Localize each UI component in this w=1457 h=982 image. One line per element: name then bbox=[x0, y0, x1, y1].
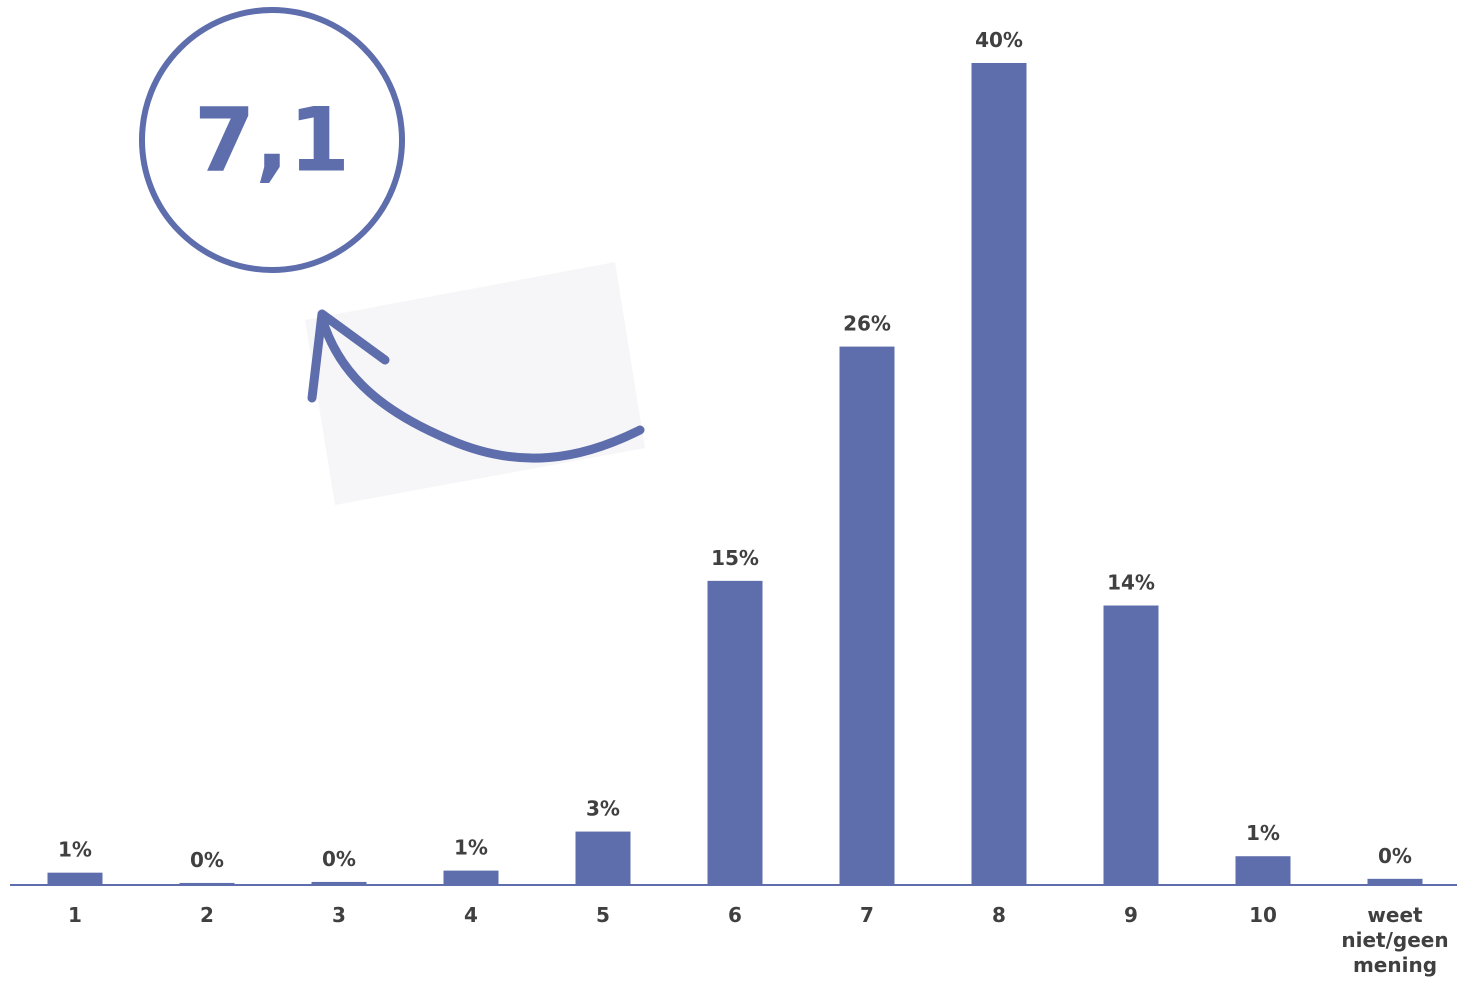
x-tick-label: 2 bbox=[200, 903, 214, 927]
bar bbox=[839, 346, 895, 886]
x-tick-label: weet niet/geen mening bbox=[1341, 903, 1448, 977]
bar bbox=[311, 881, 367, 885]
value-label: 14% bbox=[1107, 571, 1155, 595]
score-annotation: 7,1 bbox=[194, 89, 350, 192]
value-label: 40% bbox=[975, 28, 1023, 52]
bar bbox=[575, 831, 631, 885]
x-tick-label: 5 bbox=[596, 903, 610, 927]
value-label: 1% bbox=[58, 838, 92, 862]
bar bbox=[1103, 605, 1159, 885]
arrow-shaft bbox=[317, 313, 645, 463]
bar bbox=[443, 870, 499, 885]
value-label: 1% bbox=[1246, 821, 1280, 845]
value-label: 3% bbox=[586, 797, 620, 821]
bar bbox=[1235, 856, 1291, 885]
x-tick-label: 1 bbox=[68, 903, 82, 927]
x-tick-label: 10 bbox=[1249, 903, 1277, 927]
bar bbox=[47, 872, 103, 885]
x-tick-label: 6 bbox=[728, 903, 742, 927]
arrow-head bbox=[307, 309, 390, 403]
bar bbox=[707, 580, 763, 885]
value-label: 1% bbox=[454, 836, 488, 860]
value-label: 0% bbox=[190, 848, 224, 872]
x-tick-label: 9 bbox=[1124, 903, 1138, 927]
x-tick-label: 3 bbox=[332, 903, 346, 927]
bar bbox=[179, 882, 235, 885]
arrow-backdrop bbox=[305, 262, 645, 505]
value-label: 0% bbox=[322, 847, 356, 871]
value-label: 15% bbox=[711, 546, 759, 570]
score-circle bbox=[139, 7, 405, 273]
value-label: 26% bbox=[843, 312, 891, 336]
x-tick-label: 4 bbox=[464, 903, 478, 927]
bar bbox=[1367, 878, 1423, 885]
x-tick-label: 7 bbox=[860, 903, 874, 927]
bar bbox=[971, 63, 1027, 885]
value-label: 0% bbox=[1378, 844, 1412, 868]
x-tick-label: 8 bbox=[992, 903, 1006, 927]
arrow-decoration bbox=[305, 262, 645, 505]
